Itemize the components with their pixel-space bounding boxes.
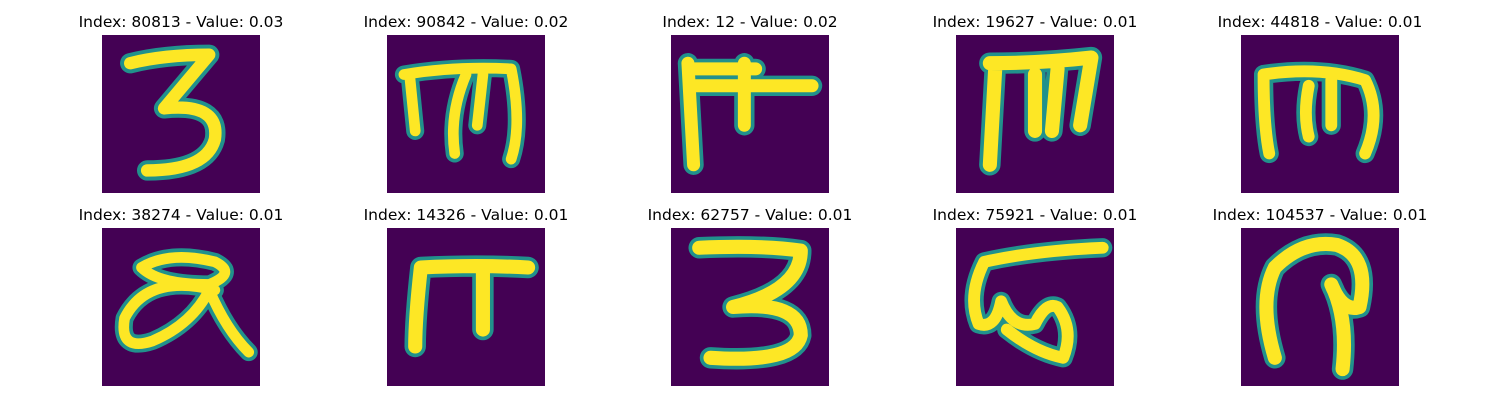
panel-title: Index: 104537 - Value: 0.01: [1212, 206, 1428, 224]
digit-image: [956, 35, 1114, 193]
panel-title: Index: 80813 - Value: 0.03: [78, 13, 284, 31]
digit-image: [1241, 228, 1399, 386]
panel-title: Index: 62757 - Value: 0.01: [647, 206, 853, 224]
digit-image: [387, 228, 545, 386]
digit-image: [956, 228, 1114, 386]
panel-title: Index: 14326 - Value: 0.01: [363, 206, 569, 224]
digit-image: [102, 35, 260, 193]
digit-image: [671, 35, 829, 193]
panel-title: Index: 12 - Value: 0.02: [662, 13, 838, 31]
digit-image: [102, 228, 260, 386]
panel-title: Index: 90842 - Value: 0.02: [363, 13, 569, 31]
digit-image: [671, 228, 829, 386]
digit-image: [1241, 35, 1399, 193]
panel-title: Index: 38274 - Value: 0.01: [78, 206, 284, 224]
panel-title: Index: 19627 - Value: 0.01: [932, 13, 1138, 31]
digit-image: [387, 35, 545, 193]
panel-title: Index: 75921 - Value: 0.01: [932, 206, 1138, 224]
panel-title: Index: 44818 - Value: 0.01: [1217, 13, 1423, 31]
